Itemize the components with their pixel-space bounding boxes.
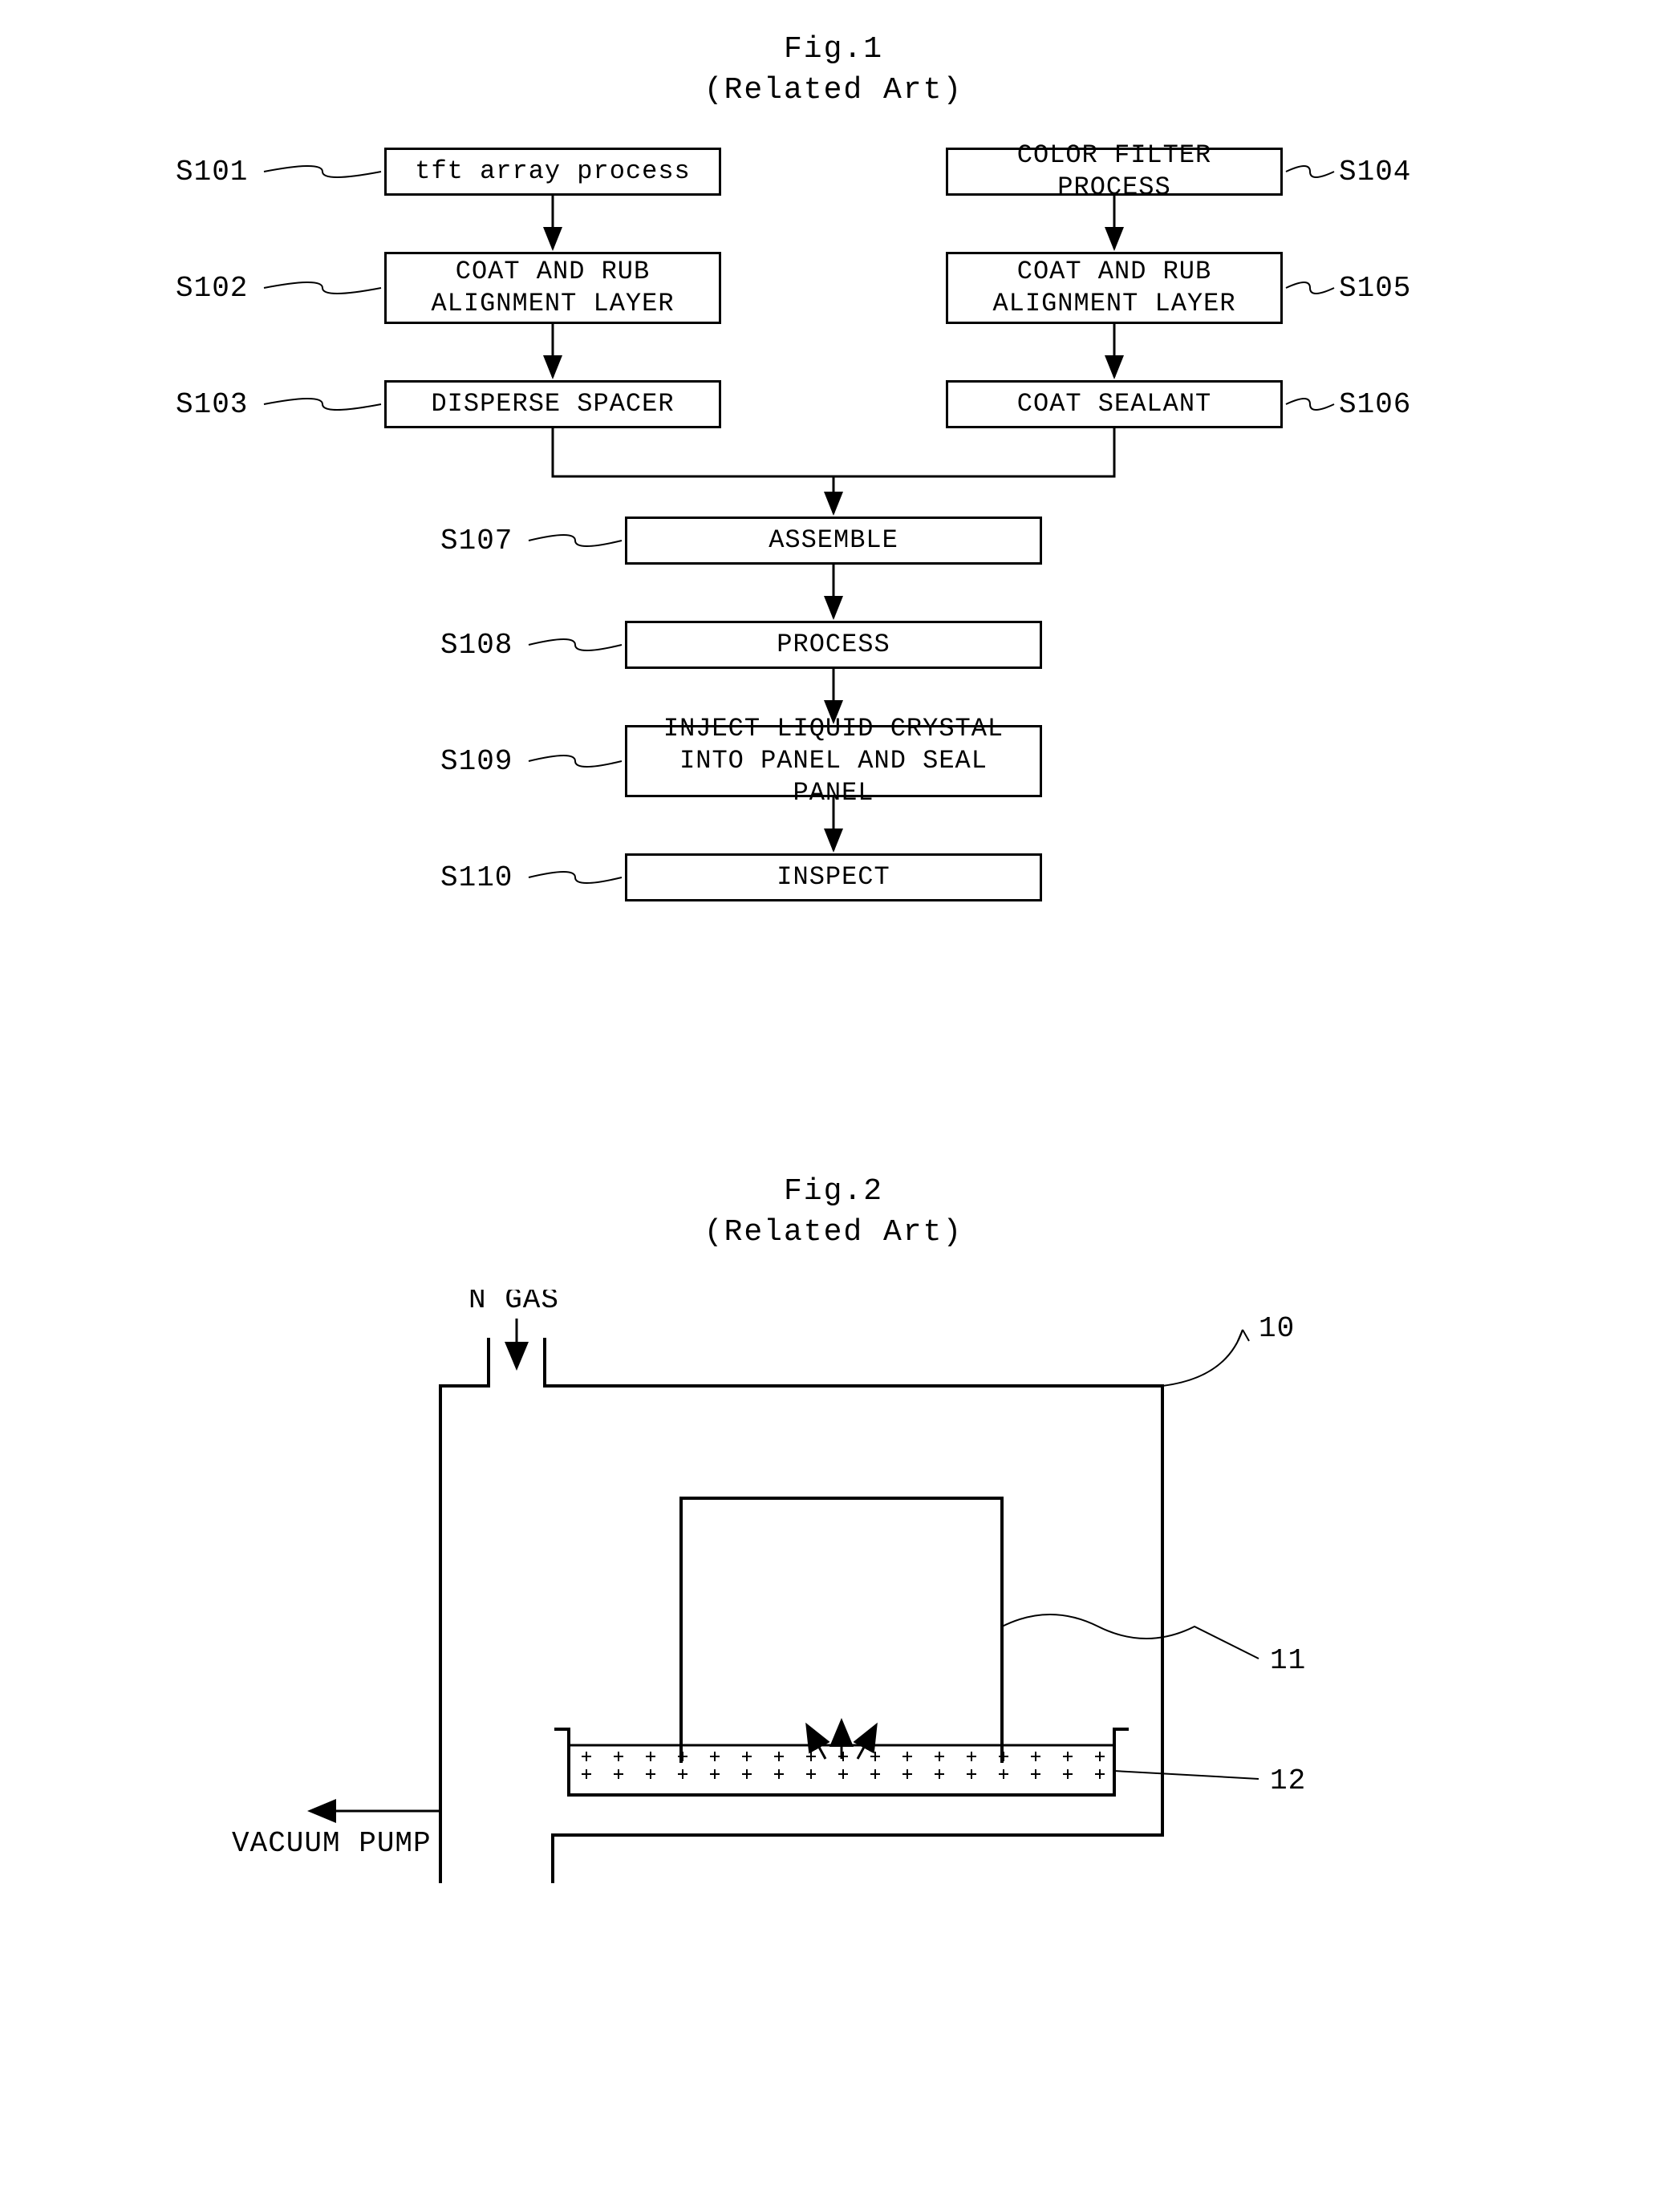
box-s103: DISPERSE SPACER bbox=[384, 380, 721, 428]
label-ref10: 10 bbox=[1259, 1312, 1295, 1345]
box-s106: COAT SEALANT bbox=[946, 380, 1283, 428]
fig2-subtitle: (Related Art) bbox=[16, 1215, 1651, 1250]
label-s106: S106 bbox=[1339, 388, 1411, 421]
fig2-schematic: N GAS VACUUM PUMP 10 11 12 bbox=[232, 1290, 1435, 1895]
fig2-title: Fig.2 bbox=[16, 1174, 1651, 1209]
box-s108: PROCESS bbox=[625, 621, 1042, 669]
label-s101: S101 bbox=[176, 156, 248, 188]
label-vacuum: VACUUM PUMP bbox=[232, 1827, 432, 1860]
label-s104: S104 bbox=[1339, 156, 1411, 188]
box-s107: ASSEMBLE bbox=[625, 517, 1042, 565]
label-s107: S107 bbox=[440, 525, 513, 557]
label-s103: S103 bbox=[176, 388, 248, 421]
fig1-subtitle: (Related Art) bbox=[16, 73, 1651, 107]
box-s110: INSPECT bbox=[625, 853, 1042, 901]
figure-2: Fig.2 (Related Art) N GAS VACUUM PUMP 10 11… bbox=[16, 1174, 1651, 1895]
box-s101: tft array process bbox=[384, 148, 721, 196]
fig1-flowchart: tft array process COAT AND RUBALIGNMENT L… bbox=[152, 148, 1515, 1110]
label-s102: S102 bbox=[176, 272, 248, 305]
box-s102: COAT AND RUBALIGNMENT LAYER bbox=[384, 252, 721, 324]
label-s105: S105 bbox=[1339, 272, 1411, 305]
fig1-title: Fig.1 bbox=[16, 32, 1651, 67]
label-ref12: 12 bbox=[1270, 1764, 1306, 1797]
figure-1: Fig.1 (Related Art) tft array process COA… bbox=[16, 32, 1651, 1110]
box-s104: COLOR FILTER PROCESS bbox=[946, 148, 1283, 196]
label-s109: S109 bbox=[440, 745, 513, 778]
label-ngas: N GAS bbox=[468, 1290, 559, 1316]
box-s109: INJECT LIQUID CRYSTALINTO PANEL AND SEAL… bbox=[625, 725, 1042, 797]
fig2-svg: N GAS VACUUM PUMP 10 11 12 bbox=[232, 1290, 1355, 1891]
label-ref11: 11 bbox=[1270, 1644, 1306, 1677]
box-s105: COAT AND RUBALIGNMENT LAYER bbox=[946, 252, 1283, 324]
label-s110: S110 bbox=[440, 861, 513, 894]
label-s108: S108 bbox=[440, 629, 513, 662]
